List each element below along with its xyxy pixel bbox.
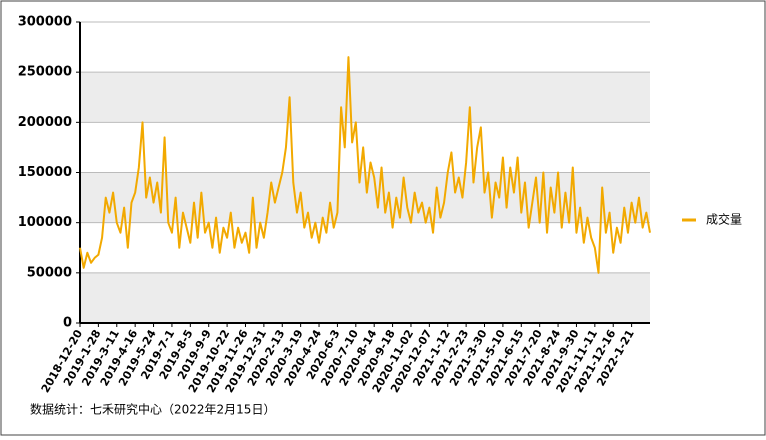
- y-tick-label: 100000: [18, 215, 72, 230]
- y-tick-label: 150000: [18, 165, 72, 180]
- grid-band: [80, 272, 650, 323]
- y-tick-label: 200000: [18, 115, 72, 130]
- y-tick-label: 0: [63, 316, 72, 331]
- y-tick-label: 50000: [27, 265, 72, 280]
- y-tick-label: 250000: [18, 65, 72, 80]
- grid-band: [80, 72, 650, 123]
- source-note: 数据统计：七禾研究中心（2022年2月15日）: [30, 402, 275, 417]
- y-tick-label: 300000: [18, 15, 72, 30]
- legend-label: 成交量: [706, 212, 742, 227]
- line: [79, 56, 651, 274]
